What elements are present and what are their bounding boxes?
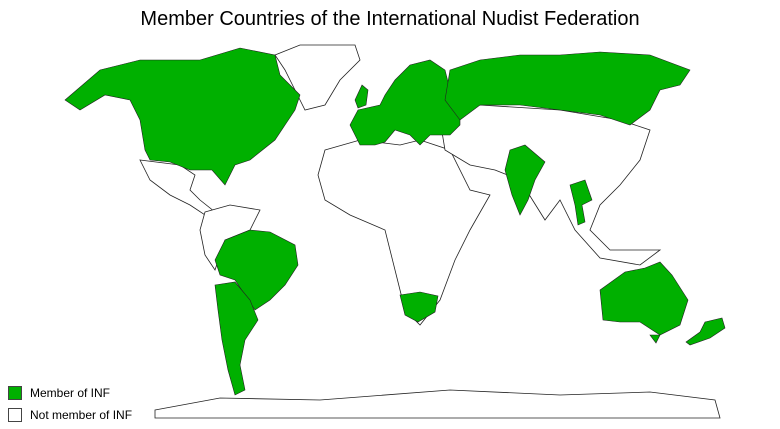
member-india	[504, 144, 546, 216]
greenland	[274, 44, 361, 111]
legend-member: Member of INF	[8, 386, 110, 400]
member-tasmania	[649, 334, 661, 344]
legend-swatch-member	[8, 386, 22, 400]
asia	[439, 104, 662, 266]
antarctica	[154, 389, 721, 419]
member-south-africa	[399, 291, 439, 323]
member-argentina-chile	[214, 281, 259, 396]
member-thailand	[569, 179, 593, 226]
legend-swatch-non-member	[8, 408, 22, 422]
legend-non-member: Not member of INF	[8, 408, 132, 422]
legend-label-non-member: Not member of INF	[30, 408, 133, 422]
member-uk	[354, 84, 369, 109]
member-brazil	[214, 229, 299, 311]
legend-label-member: Member of INF	[30, 386, 111, 400]
member-north-america	[64, 47, 301, 186]
member-russia	[444, 51, 691, 126]
member-new-zealand	[685, 317, 726, 346]
map-title: Member Countries of the International Nu…	[140, 8, 640, 30]
member-australia	[599, 261, 689, 336]
